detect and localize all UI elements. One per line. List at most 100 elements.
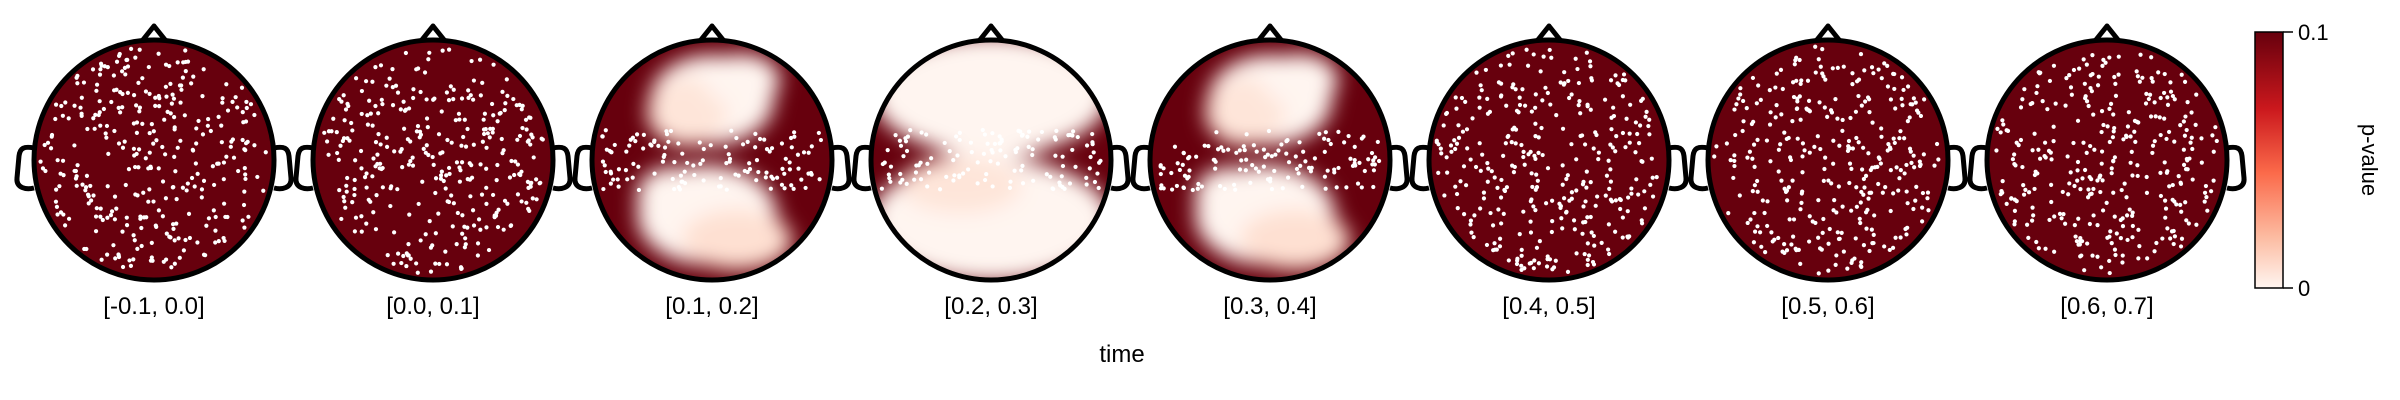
sensor-dot [469,163,474,168]
sensor-dot [97,72,103,77]
nose-outline [698,23,726,43]
sensor-dot [1609,115,1614,120]
topoplot-map [1429,40,1669,280]
nose-outline [419,23,447,43]
sensor-dot [194,126,199,131]
sensor-dot [53,102,59,107]
sensor-dot [2022,87,2027,92]
sensor-dot [1854,204,1859,209]
sensor-dot [1442,193,1447,198]
sensor-dot [1853,109,1859,114]
sensor-dot [1352,144,1357,149]
sensor-dot [2149,55,2154,60]
sensor-dot [2052,214,2057,219]
sensor-dot [2163,215,2168,220]
sensor-dot [1020,181,1026,186]
sensor-dot [206,116,211,122]
sensor-dot [2110,135,2116,140]
sensor-dot [208,128,213,134]
sensor-dot [2045,107,2050,112]
sensor-dot [1633,150,1638,155]
sensor-dot [352,177,357,183]
left-ear-outline [851,144,872,192]
sensor-dot [1734,102,1739,107]
sensor-dot [2078,186,2083,192]
sensor-dot [439,169,444,174]
sensor-dot [1773,115,1778,120]
sensor-dot [2047,217,2052,223]
sensor-dot [193,161,198,166]
sensor-dot [243,141,249,146]
sensor-dot [1833,262,1838,267]
sensor-dot [2061,211,2066,217]
sensor-dot [1921,152,1926,157]
sensor-dot [2135,74,2140,79]
sensor-dot [775,175,780,180]
sensor-dot [904,181,909,186]
sensor-dot [789,145,794,150]
sensor-dot [2030,205,2035,210]
sensor-dot [1647,117,1652,122]
sensor-dot [436,211,441,216]
sensor-dot [1514,261,1520,267]
sensor-dot [336,157,341,162]
sensor-dot [399,260,404,266]
sensor-dot [484,145,489,150]
sensor-dot [1534,172,1539,177]
sensor-dot [1559,216,1564,221]
sensor-dot [216,114,221,119]
sensor-dot [131,93,137,98]
sensor-dot [1879,134,1884,139]
sensor-dot [1826,268,1831,273]
sensor-dot [1858,200,1863,205]
sensor-dot [1596,150,1601,155]
sensor-dot [171,96,177,101]
sensor-dot [2004,128,2009,133]
sensor-dot [1529,260,1534,265]
sensor-dot [438,173,444,178]
sensor-dot [1308,169,1314,174]
topoplot-panel: [0.5, 0.6] [1688,23,1968,320]
sensor-dot [1460,129,1466,134]
sensor-dot [338,143,343,148]
sensor-dot [183,69,188,74]
sensor-dot [1558,204,1563,209]
sensor-dot [168,81,173,86]
sensor-dot [444,173,449,178]
sensor-dot [982,132,987,137]
sensor-dot [1268,176,1273,181]
sensor-dot [1301,149,1306,154]
sensor-dot [1452,138,1457,143]
sensor-dot [1008,179,1013,184]
sensor-dot [1847,161,1853,166]
topoplot-panel: [0.3, 0.4] [1130,23,1410,320]
sensor-dot [1323,186,1328,191]
sensor-dot [534,197,539,202]
sensor-dot [1003,154,1008,159]
sensor-dot [1564,209,1569,214]
sensor-dot [1882,244,1887,249]
significant-region [682,210,792,270]
sensor-dot [2032,186,2037,192]
sensor-dot [1573,56,1578,61]
sensor-dot [1177,167,1182,173]
sensor-dot [2125,124,2131,129]
sensor-dot [2080,176,2085,181]
sensor-dot [1312,156,1317,161]
sensor-dot [1547,47,1552,53]
sensor-dot [2111,112,2116,117]
sensor-dot [2012,219,2017,224]
sensor-dot [1550,267,1555,272]
sensor-dot [1629,186,1634,191]
sensor-dot [1206,143,1211,149]
sensor-dot [378,63,384,68]
sensor-dot [2184,127,2189,133]
sensor-dot [1084,175,1089,180]
sensor-dot [1758,230,1763,235]
sensor-dot [404,263,409,269]
sensor-dot [1584,50,1589,55]
sensor-dot [466,88,471,93]
sensor-dot [1254,149,1259,154]
sensor-dot [242,166,247,171]
